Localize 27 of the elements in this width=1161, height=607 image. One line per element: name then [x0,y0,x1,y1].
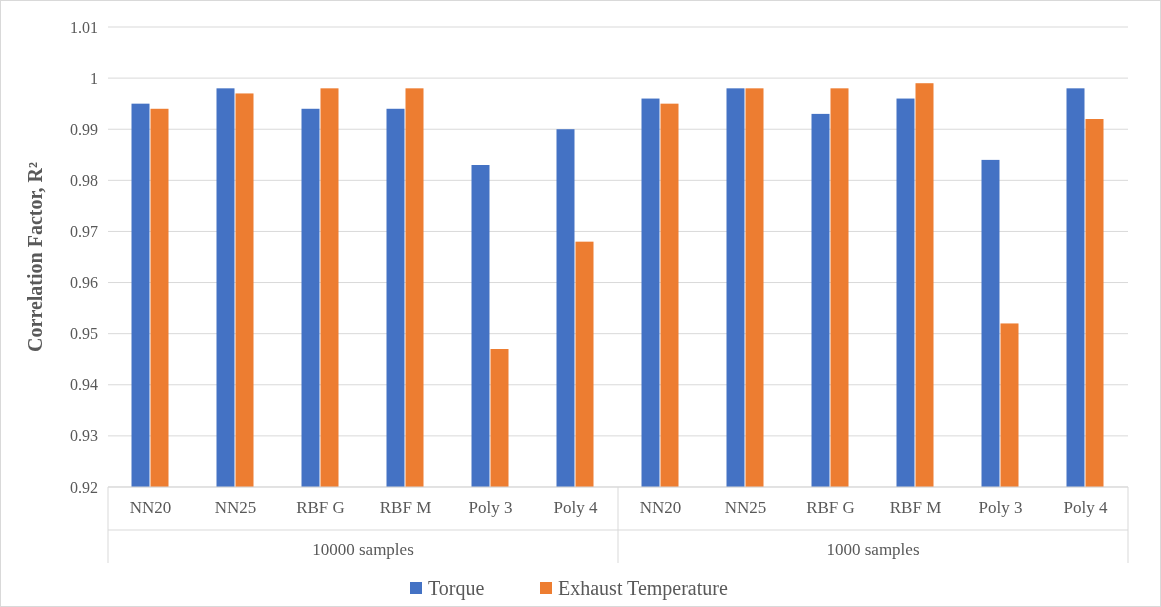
y-tick-label: 0.94 [70,376,98,394]
y-tick-label: 1.01 [70,18,98,36]
y-tick-label: 0.97 [70,223,98,241]
x-tick-label: NN20 [639,498,682,517]
x-tick-label: Poly 3 [468,498,513,517]
x-tick-label: NN25 [214,498,257,517]
x-tick-label: Poly 4 [1063,498,1108,517]
legend-label: Exhaust Temperature [558,577,728,600]
x-tick-label: NN20 [129,498,172,517]
y-tick-label: 0.95 [70,325,98,343]
y-tick-label: 0.98 [70,171,98,189]
x-tick-label: NN25 [724,498,767,517]
y-tick-label: 1 [90,69,98,87]
x-tick-label: RBF G [806,498,855,517]
y-tick-label: 0.93 [70,427,98,445]
x-tick-label: Poly 3 [978,498,1023,517]
x-tick-label: Poly 4 [553,498,598,517]
y-tick-label: 0.96 [70,274,98,292]
x-tick-label: RBF M [889,498,942,517]
y-tick-label: 0.99 [70,120,98,138]
x-tick-label: RBF G [296,498,345,517]
y-axis-title: Correlation Factor, R² [24,162,46,352]
text: 10000 samples [312,540,414,559]
text: 1000 samples [826,540,920,559]
legend-label: Torque [428,577,485,600]
x-tick-label: RBF M [379,498,432,517]
y-tick-label: 0.92 [70,478,98,496]
